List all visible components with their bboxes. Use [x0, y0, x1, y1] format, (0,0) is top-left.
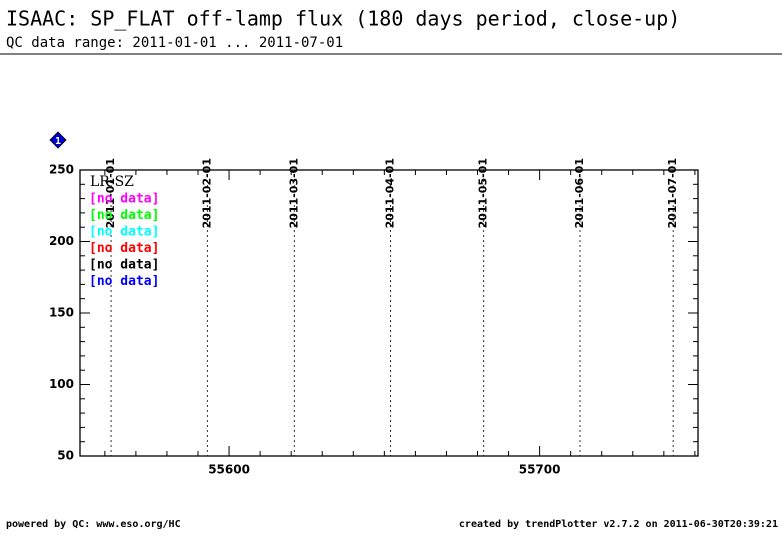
legend-entry: [no data]: [89, 258, 159, 273]
y-tick-label: 250: [49, 163, 74, 177]
date-label: 2011-03-01: [287, 158, 300, 228]
y-tick-label: 50: [57, 449, 74, 463]
y-tick-label: 200: [49, 234, 74, 248]
legend-entry: [no data]: [89, 192, 159, 207]
legend-entry: [no data]: [89, 225, 159, 240]
footer-right: created by trendPlotter v2.7.2 on 2011-0…: [459, 519, 778, 530]
y-tick-label: 150: [49, 306, 74, 320]
date-label: 2011-07-01: [666, 158, 679, 228]
date-label: 2011-06-01: [573, 158, 586, 228]
legend-title: LR-SZ: [90, 174, 134, 190]
legend-entry: [no data]: [89, 241, 159, 256]
date-label: 2011-02-01: [200, 158, 213, 228]
marker-label: 1: [55, 136, 61, 147]
chart-title: ISAAC: SP_FLAT off-lamp flux (180 days p…: [6, 7, 680, 31]
y-tick-label: 100: [49, 377, 74, 391]
x-tick-label: 55700: [519, 463, 561, 477]
date-label: 2011-04-01: [384, 158, 397, 228]
legend-entry: [no data]: [89, 208, 159, 223]
x-tick-label: 55600: [208, 463, 250, 477]
date-label: 2011-01-01: [104, 158, 117, 228]
legend-entry: [no data]: [89, 274, 159, 289]
footer-left: powered by QC: www.eso.org/HC: [6, 519, 181, 530]
chart-subtitle: QC data range: 2011-01-01 ... 2011-07-01: [6, 35, 343, 51]
date-label: 2011-05-01: [477, 158, 490, 228]
marker-diamond: [49, 131, 67, 149]
